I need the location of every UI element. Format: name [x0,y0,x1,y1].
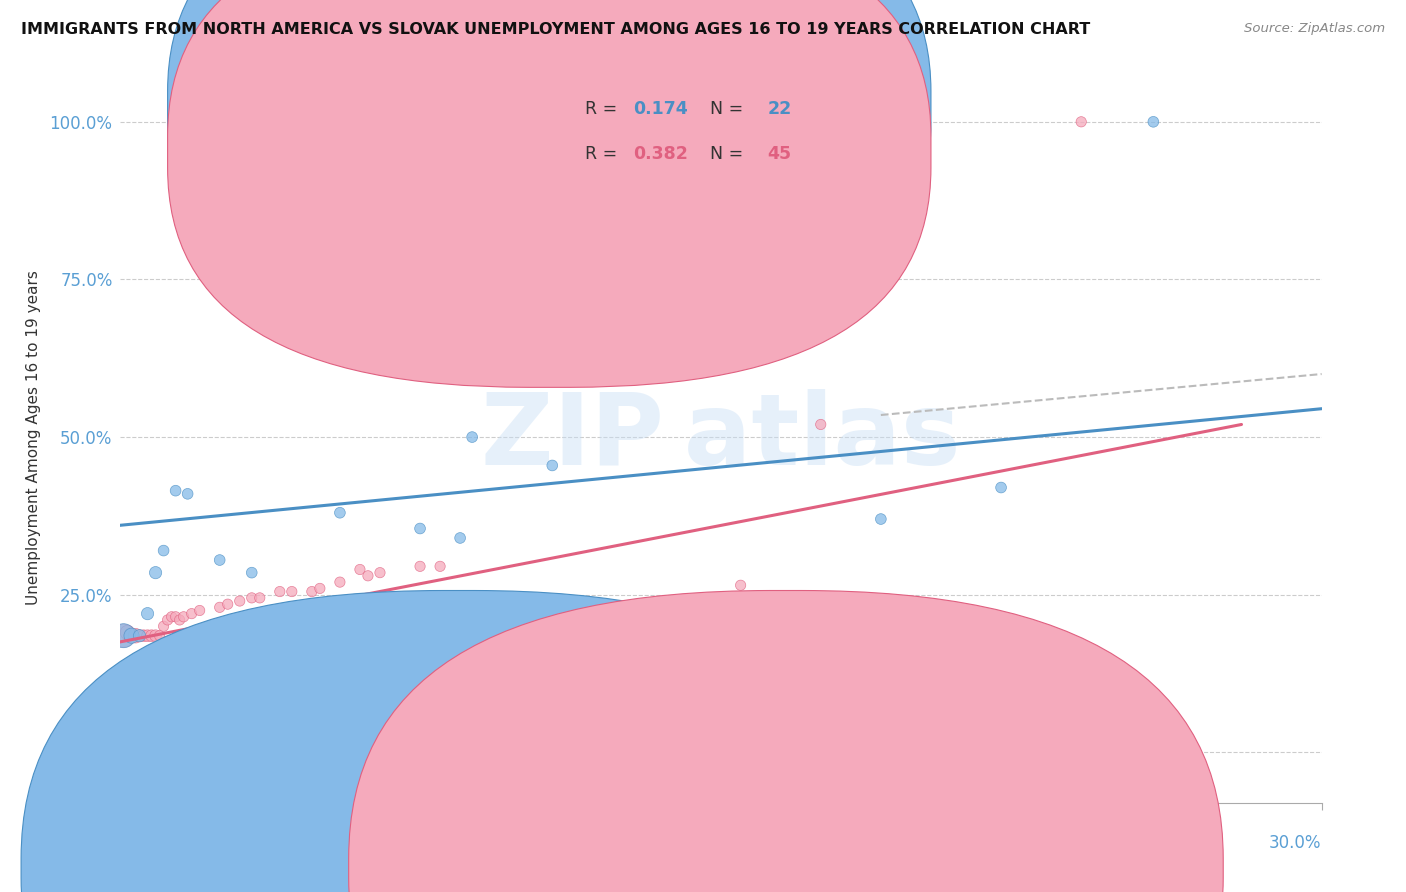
Point [301,584,323,599]
Point [368,566,391,580]
Point [169,613,191,627]
Point [409,521,432,535]
Point [990,481,1012,495]
Point [849,714,872,728]
Point [152,543,174,558]
Text: Immigrants from North America: Immigrants from North America [478,860,734,874]
Point [249,591,271,605]
Point [173,609,195,624]
Text: 45: 45 [768,145,792,162]
Point [152,619,174,633]
Point [281,584,304,599]
Point [149,629,172,643]
Point [128,629,150,643]
Point [145,566,167,580]
Point [357,569,380,583]
Point [208,600,231,615]
Text: ZIP atlas: ZIP atlas [481,389,960,485]
Point [145,629,167,643]
Point [1142,115,1164,129]
Point [1070,115,1092,129]
Point [269,584,291,599]
Point [165,483,187,498]
FancyBboxPatch shape [167,0,931,387]
Point [749,654,772,668]
Point [449,531,471,545]
Text: IMMIGRANTS FROM NORTH AMERICA VS SLOVAK UNEMPLOYMENT AMONG AGES 16 TO 19 YEARS C: IMMIGRANTS FROM NORTH AMERICA VS SLOVAK … [21,22,1090,37]
Text: R =: R = [585,145,623,162]
Point [141,629,163,643]
Point [541,458,564,473]
Point [132,629,155,643]
Point [349,562,371,576]
Point [810,417,832,432]
Point [136,629,159,643]
Point [217,597,239,611]
Point [730,578,752,592]
Text: 0.0%: 0.0% [120,834,162,852]
Point [160,609,183,624]
Point [449,657,471,671]
Point [228,594,252,608]
Point [180,607,202,621]
Point [689,654,711,668]
Point [136,607,159,621]
Point [609,691,631,706]
Point [329,575,352,590]
Point [112,629,135,643]
Point [128,629,150,643]
Point [240,591,263,605]
Y-axis label: Unemployment Among Ages 16 to 19 years: Unemployment Among Ages 16 to 19 years [27,269,41,605]
Point [156,613,179,627]
Point [329,506,352,520]
Text: 22: 22 [768,100,792,118]
Point [112,629,135,643]
Point [468,629,492,643]
Point [188,603,211,617]
Point [409,559,432,574]
Point [489,629,512,643]
Point [121,629,143,643]
Point [117,625,139,640]
Text: N =: N = [699,145,748,162]
Point [589,691,612,706]
Text: 0.174: 0.174 [633,100,688,118]
Point [650,654,672,668]
Point [461,430,484,444]
Point [309,582,332,596]
Point [240,566,263,580]
Point [509,629,531,643]
Point [782,115,804,129]
Point [176,487,198,501]
Point [208,553,231,567]
Point [569,609,592,624]
Text: 30.0%: 30.0% [1270,834,1322,852]
Point [124,629,146,643]
Text: 0.382: 0.382 [633,145,688,162]
FancyBboxPatch shape [167,0,931,343]
Text: N =: N = [699,100,748,118]
Point [970,654,993,668]
Text: R =: R = [585,100,623,118]
Point [869,512,893,526]
Point [165,609,187,624]
Point [429,559,451,574]
Text: Source: ZipAtlas.com: Source: ZipAtlas.com [1244,22,1385,36]
Point [121,629,143,643]
Text: Slovaks: Slovaks [807,860,869,874]
FancyBboxPatch shape [510,78,811,181]
